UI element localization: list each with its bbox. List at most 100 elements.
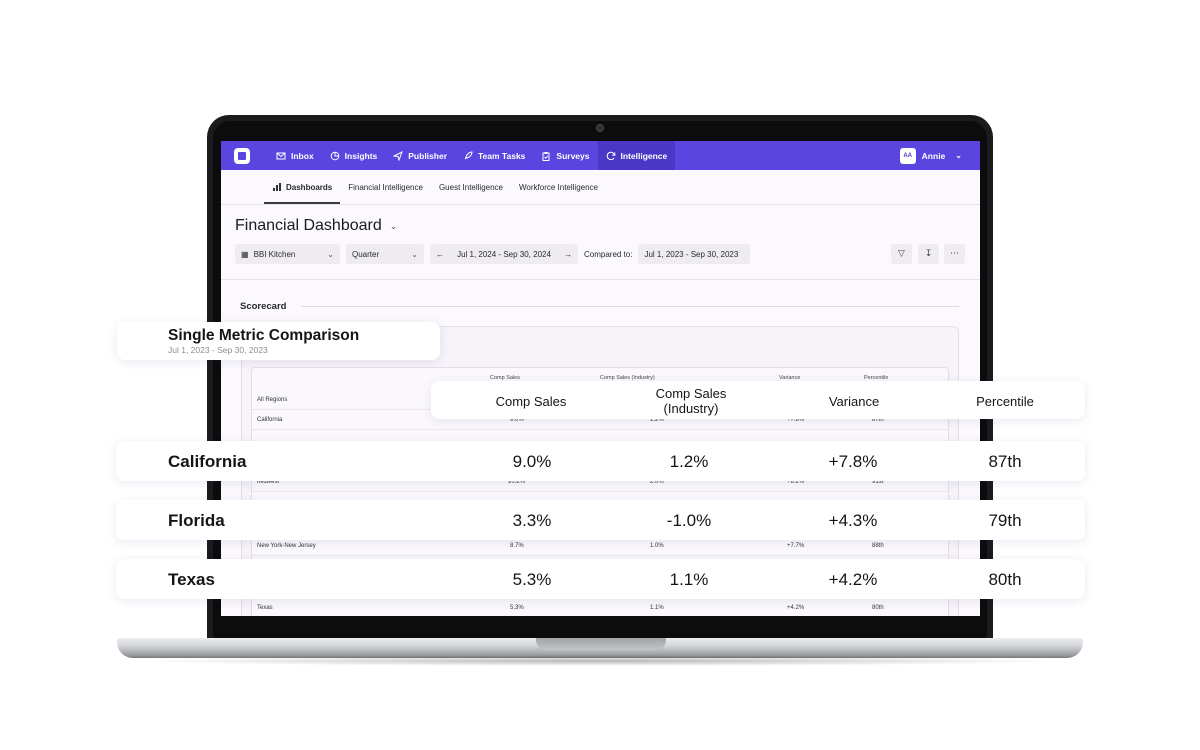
column-header-variance: Variance: [828, 394, 880, 409]
nav-label: Inbox: [291, 150, 314, 161]
building-icon: ▦: [241, 249, 249, 259]
tab-financial-intelligence[interactable]: Financial Intelligence: [340, 183, 431, 204]
row-name: California: [168, 452, 247, 471]
cell: 1.2%: [650, 417, 664, 423]
download-button[interactable]: ↧: [918, 244, 939, 264]
divider: [301, 306, 959, 307]
app-screen: Inbox Insights Publisher Team Tasks Surv…: [221, 141, 980, 616]
table-row[interactable]: California 9.0% 1.2% +7.8% 87th: [252, 410, 950, 430]
tab-label: Workforce Intelligence: [519, 183, 598, 192]
cell-comp-sales: 5.3%: [512, 570, 552, 589]
tab-dashboards[interactable]: Dashboards: [264, 182, 341, 204]
divider: [221, 279, 980, 280]
header-line: Comp Sales: [655, 386, 727, 401]
scorecard-title: Scorecard: [240, 301, 287, 312]
column-header: Comp Sales (Industry): [600, 375, 655, 381]
app-logo-icon[interactable]: [234, 147, 250, 164]
cell: 2.0%: [650, 479, 664, 485]
cell-percentile: 87th: [988, 452, 1022, 471]
tab-label: Dashboards: [286, 182, 333, 192]
cell-variance: +4.2%: [828, 570, 878, 589]
comparison-row-texas[interactable]: Texas 5.3% 1.1% +4.2% 80th: [116, 559, 1085, 599]
filter-icon: ▽: [898, 249, 905, 259]
row-name: Midwest: [257, 479, 280, 485]
column-header: Comp Sales: [490, 375, 520, 381]
nav-item-insights[interactable]: Insights: [322, 141, 386, 170]
table-row[interactable]: New York-New Jersey 8.7% 1.0% +7.7% 88th: [252, 536, 950, 556]
table-row[interactable]: Midwest 10.2% 2.0% +8.2% 91st: [252, 472, 950, 492]
arrow-left-icon[interactable]: ←: [436, 249, 444, 259]
more-icon: ⋯: [950, 249, 959, 259]
tab-workforce-intelligence[interactable]: Workforce Intelligence: [511, 183, 606, 204]
row-name: New York-New Jersey: [257, 543, 316, 549]
avatar: AA: [899, 147, 916, 164]
column-header: Percentile: [864, 375, 889, 381]
date-range-value: Jul 1, 2024 - Sep 30, 2024: [457, 249, 551, 259]
nav-label: Team Tasks: [478, 150, 526, 161]
cell: +7.8%: [787, 417, 805, 423]
column-header-percentile: Percentile: [976, 394, 1034, 409]
user-name: Annie: [921, 150, 946, 161]
nav-item-publisher[interactable]: Publisher: [385, 141, 455, 170]
comparison-date: Jul 1, 2023 - Sep 30, 2023: [168, 345, 268, 355]
cell: 9.0%: [510, 417, 524, 423]
send-icon: [393, 150, 404, 161]
row-name: Florida: [168, 511, 225, 530]
nav-item-inbox[interactable]: Inbox: [268, 141, 322, 170]
cell: +8.2%: [787, 479, 805, 485]
cell: 1.1%: [650, 605, 664, 611]
date-range-picker[interactable]: ← Jul 1, 2024 - Sep 30, 2024 →: [430, 244, 578, 264]
cell-industry: 1.1%: [669, 570, 709, 589]
cell-variance: +4.3%: [828, 511, 878, 530]
column-header-comp-sales: Comp Sales: [495, 394, 567, 409]
refresh-icon: [606, 151, 615, 160]
cell: 8.7%: [510, 543, 524, 549]
laptop-notch: [536, 638, 666, 650]
pie-chart-icon: [330, 151, 339, 160]
arrow-right-icon[interactable]: →: [563, 249, 572, 259]
nav-item-intelligence[interactable]: Intelligence: [597, 141, 676, 170]
chevron-down-icon: ⌄: [389, 220, 398, 231]
nav-item-team-tasks[interactable]: Team Tasks: [455, 141, 533, 170]
compared-range-picker[interactable]: Jul 1, 2023 - Sep 30, 2023: [638, 244, 751, 264]
row-name: Texas: [168, 570, 215, 589]
column-header-industry: Comp Sales (Industry): [631, 386, 751, 416]
table-row[interactable]: Texas 5.3% 1.1% +4.2% 80th: [252, 598, 950, 616]
location-select[interactable]: ▦ BBI Kitchen ⌄: [235, 244, 340, 264]
comparison-title: Single Metric Comparison: [168, 327, 360, 344]
period-value: Quarter: [352, 249, 380, 259]
camera-icon: [596, 124, 604, 132]
nav-label: Surveys: [556, 150, 590, 161]
sub-nav: Dashboards Financial Intelligence Guest …: [221, 170, 980, 205]
cell: 88th: [872, 543, 884, 549]
nav-item-surveys[interactable]: Surveys: [533, 141, 597, 170]
comparison-row-florida[interactable]: Florida 3.3% -1.0% +4.3% 79th: [116, 500, 1085, 540]
row-name: California: [257, 417, 283, 423]
compared-range-value: Jul 1, 2023 - Sep 30, 2023: [644, 249, 739, 259]
cell-comp-sales: 3.3%: [512, 511, 552, 530]
filter-button[interactable]: ▽: [891, 244, 912, 264]
cell: 80th: [872, 605, 884, 611]
download-icon: ↧: [924, 249, 933, 259]
row-name: All Regions: [257, 397, 288, 403]
cell-industry: 1.2%: [669, 452, 709, 471]
top-nav: Inbox Insights Publisher Team Tasks Surv…: [221, 141, 980, 170]
user-menu[interactable]: AA Annie ⌄: [899, 147, 962, 164]
nav-label: Insights: [344, 150, 378, 161]
more-button[interactable]: ⋯: [944, 244, 965, 264]
comparison-row-california[interactable]: California 9.0% 1.2% +7.8% 87th: [116, 441, 1085, 481]
bar-chart-icon: [273, 183, 281, 191]
column-header: Variance: [779, 375, 801, 381]
laptop-shadow: [135, 656, 1065, 666]
compared-to-label: Compared to:: [584, 249, 633, 259]
period-select[interactable]: Quarter ⌄: [346, 244, 424, 264]
cell: 91st: [872, 479, 884, 485]
cell-percentile: 80th: [988, 570, 1022, 589]
tab-label: Guest Intelligence: [438, 183, 503, 192]
tab-guest-intelligence[interactable]: Guest Intelligence: [431, 183, 511, 204]
page-title[interactable]: Financial Dashboard ⌄: [235, 217, 397, 235]
location-value: BBI Kitchen: [253, 249, 296, 259]
comparison-title-card: Single Metric Comparison Jul 1, 2023 - S…: [117, 322, 440, 360]
chevron-down-icon: ⌄: [327, 249, 334, 259]
